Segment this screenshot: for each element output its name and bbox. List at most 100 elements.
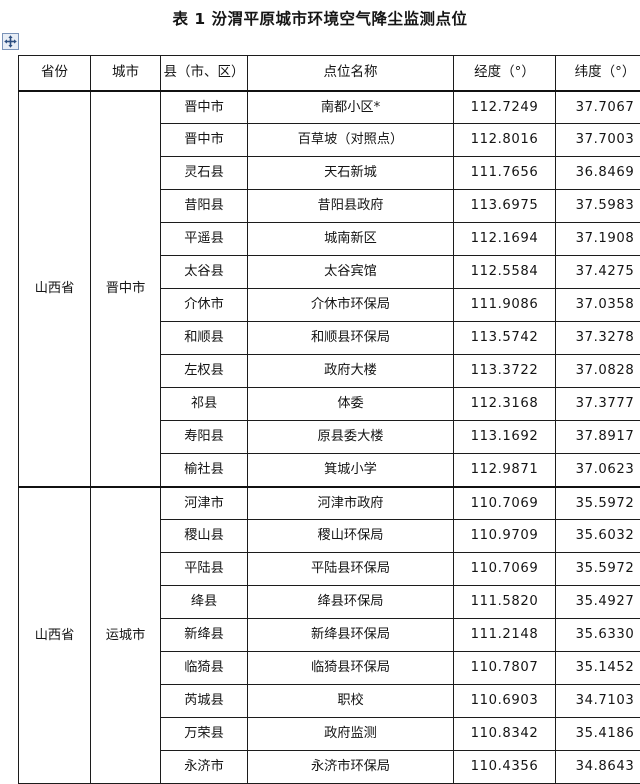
cell-county: 左权县 [160, 354, 248, 388]
cell-site-name: 介休市环保局 [247, 288, 454, 322]
cell-longitude: 111.2148 [453, 618, 556, 652]
cell-latitude: 37.0358 [555, 288, 640, 322]
table-row: 灵石县 天石新城 111.7656 36.8469 [19, 156, 640, 190]
cell-county: 昔阳县 [160, 189, 248, 223]
cell-longitude: 112.3168 [453, 387, 556, 421]
table-body: 山西省 晋中市 晋中市 南都小区* 112.7249 37.7067 晋中市 百草坡（对照点）… [18, 89, 640, 784]
cell-site-name: 绛县环保局 [247, 585, 454, 619]
cell-site-name: 河津市政府 [247, 485, 454, 520]
cell-latitude: 37.1908 [555, 222, 640, 256]
cell-site-name: 和顺县环保局 [247, 321, 454, 355]
cell-longitude: 112.9871 [453, 453, 556, 487]
cell-latitude: 35.4186 [555, 717, 640, 751]
table-row: 和顺县 和顺县环保局 113.5742 37.3278 [19, 321, 640, 355]
cell-latitude: 35.5972 [555, 485, 640, 520]
cell-site-name: 昔阳县政府 [247, 189, 454, 223]
cell-longitude: 110.7807 [453, 651, 556, 685]
cell-county: 临猗县 [160, 651, 248, 685]
cell-site-name: 体委 [247, 387, 454, 421]
table-row: 平陆县 平陆县环保局 110.7069 35.5972 [19, 552, 640, 586]
cell-city: 运城市 [90, 485, 161, 784]
cell-latitude: 35.6330 [555, 618, 640, 652]
cell-county: 新绛县 [160, 618, 248, 652]
cell-site-name: 城南新区 [247, 222, 454, 256]
table-row: 祁县 体委 112.3168 37.3777 [19, 387, 640, 421]
cell-latitude: 36.8469 [555, 156, 640, 190]
table-row: 临猗县 临猗县环保局 110.7807 35.1452 [19, 651, 640, 685]
cell-site-name: 天石新城 [247, 156, 454, 190]
table-row: 寿阳县 原县委大楼 113.1692 37.8917 [19, 420, 640, 454]
table-row: 绛县 绛县环保局 111.5820 35.4927 [19, 585, 640, 619]
column-header-longitude: 经度（°） [453, 55, 556, 91]
column-header-latitude: 纬度（°） [555, 55, 640, 91]
cell-county: 太谷县 [160, 255, 248, 289]
table-row: 万荣县 政府监测 110.8342 35.4186 [19, 717, 640, 751]
table-row: 山西省 晋中市 晋中市 南都小区* 112.7249 37.7067 [18, 89, 640, 487]
cell-latitude: 37.7003 [555, 123, 640, 157]
cell-longitude: 111.7656 [453, 156, 556, 190]
cell-longitude: 113.6975 [453, 189, 556, 223]
cell-county: 河津市 [160, 485, 248, 520]
cell-site-name: 稷山环保局 [247, 519, 454, 553]
cell-county: 绛县 [160, 585, 248, 619]
cell-county: 稷山县 [160, 519, 248, 553]
cell-county: 万荣县 [160, 717, 248, 751]
cell-longitude: 113.5742 [453, 321, 556, 355]
monitoring-points-table: 省份 城市 县（市、区） 点位名称 经度（°） 纬度（°） 山西省 晋中市 晋中市南… [18, 55, 640, 784]
cell-longitude: 113.3722 [453, 354, 556, 388]
cell-latitude: 37.8917 [555, 420, 640, 454]
cell-latitude: 37.7067 [555, 89, 640, 124]
cell-longitude: 112.5584 [453, 255, 556, 289]
cell-latitude: 34.8643 [555, 750, 640, 784]
cell-longitude: 110.7069 [453, 552, 556, 586]
cell-site-name: 临猗县环保局 [247, 651, 454, 685]
cell-latitude: 37.0623 [555, 453, 640, 487]
cell-province: 山西省 [18, 485, 91, 784]
column-header-province: 省份 [18, 55, 91, 91]
cell-county: 晋中市 [160, 89, 248, 124]
cell-site-name: 职校 [247, 684, 454, 718]
cell-county: 晋中市 [160, 123, 248, 157]
cell-longitude: 111.9086 [453, 288, 556, 322]
cell-site-name: 政府监测 [247, 717, 454, 751]
cell-longitude: 111.5820 [453, 585, 556, 619]
table-header: 省份 城市 县（市、区） 点位名称 经度（°） 纬度（°） [18, 55, 640, 91]
table-move-handle-icon[interactable] [2, 33, 19, 50]
cell-city: 晋中市 [90, 89, 161, 487]
cell-site-name: 永济市环保局 [247, 750, 454, 784]
page-title: 表 1 汾渭平原城市环境空气降尘监测点位 [172, 10, 468, 28]
cell-longitude: 112.7249 [453, 89, 556, 124]
cell-longitude: 110.9709 [453, 519, 556, 553]
cell-longitude: 110.8342 [453, 717, 556, 751]
cell-county: 平遥县 [160, 222, 248, 256]
table-row: 山西省 运城市 河津市 河津市政府 110.7069 35.5972 [18, 485, 640, 784]
cell-longitude: 110.6903 [453, 684, 556, 718]
column-header-site-name: 点位名称 [247, 55, 454, 91]
column-header-county: 县（市、区） [160, 55, 248, 91]
cell-county: 介休市 [160, 288, 248, 322]
cell-site-name: 新绛县环保局 [247, 618, 454, 652]
cell-county: 榆社县 [160, 453, 248, 487]
table-row: 左权县 政府大楼 113.3722 37.0828 [19, 354, 640, 388]
cell-county: 芮城县 [160, 684, 248, 718]
cell-site-name: 箕城小学 [247, 453, 454, 487]
cell-province: 山西省 [18, 89, 91, 487]
table-header-row: 省份 城市 县（市、区） 点位名称 经度（°） 纬度（°） [18, 55, 640, 91]
cell-county: 永济市 [160, 750, 248, 784]
table-row: 昔阳县 昔阳县政府 113.6975 37.5983 [19, 189, 640, 223]
cell-county: 祁县 [160, 387, 248, 421]
cell-site-name: 政府大楼 [247, 354, 454, 388]
cell-site-name: 原县委大楼 [247, 420, 454, 454]
cell-site-name: 平陆县环保局 [247, 552, 454, 586]
cell-county: 和顺县 [160, 321, 248, 355]
cell-latitude: 34.7103 [555, 684, 640, 718]
cell-longitude: 110.7069 [453, 485, 556, 520]
cell-latitude: 37.4275 [555, 255, 640, 289]
column-header-city: 城市 [90, 55, 161, 91]
table-row: 稷山县 稷山环保局 110.9709 35.6032 [19, 519, 640, 553]
cell-latitude: 35.1452 [555, 651, 640, 685]
cell-latitude: 35.6032 [555, 519, 640, 553]
cell-site-name: 南都小区* [247, 89, 454, 124]
cell-latitude: 37.3278 [555, 321, 640, 355]
cell-longitude: 112.8016 [453, 123, 556, 157]
